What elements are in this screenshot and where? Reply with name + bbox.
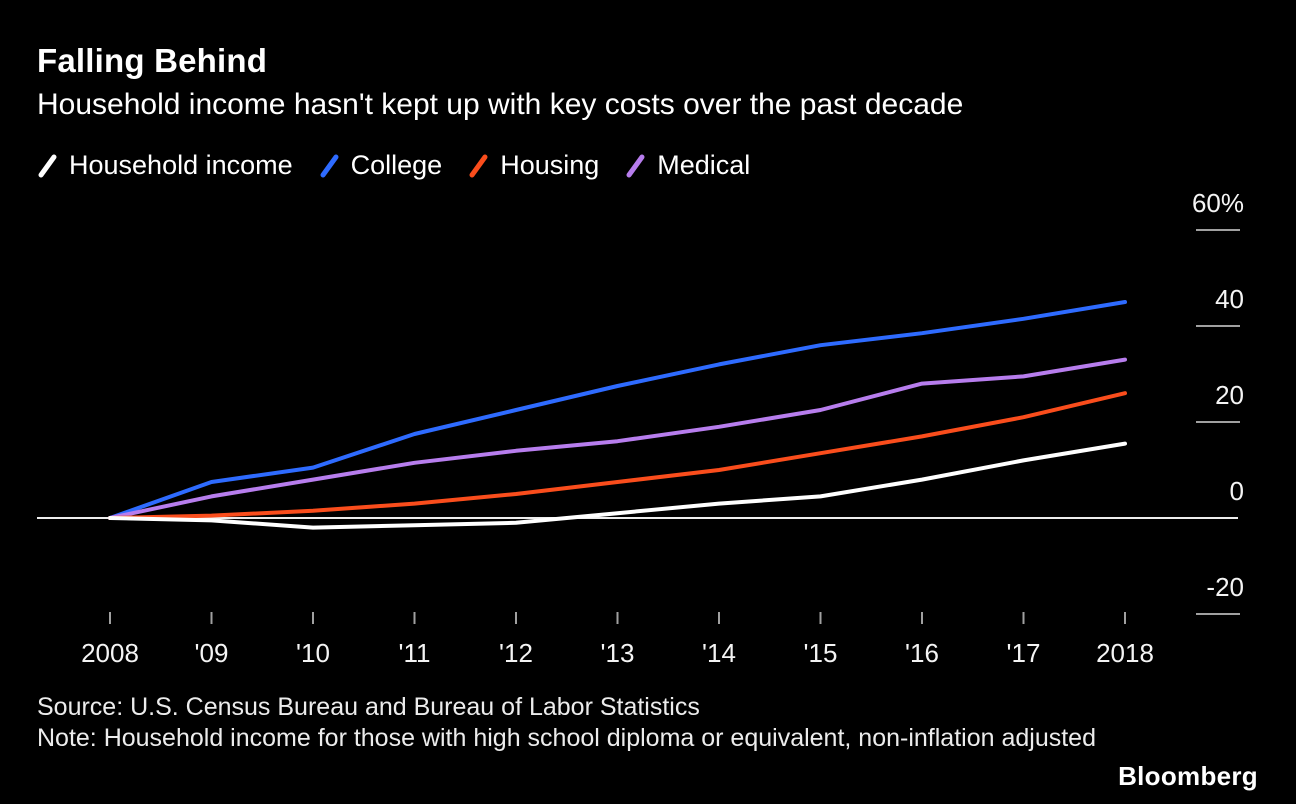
series-line-college <box>108 300 1127 520</box>
x-axis-label--12: '12 <box>499 638 533 668</box>
methodology-note: Note: Household income for those with hi… <box>37 724 1096 752</box>
y-axis-label--20: -20 <box>1206 572 1244 602</box>
legend-item-medical: Medical <box>625 150 750 181</box>
legend-slash-icon-medical <box>626 154 645 177</box>
x-axis-label--16: '16 <box>905 638 939 668</box>
chart-title: Falling Behind <box>37 42 268 79</box>
y-axis-label-60: 60% <box>1191 188 1244 218</box>
x-axis-label--15: '15 <box>803 638 838 668</box>
x-axis-label-2018: 2018 <box>1096 638 1154 668</box>
series-line-housing <box>108 391 1127 520</box>
legend-slash-icon-college <box>320 154 339 177</box>
legend-label-college: College <box>350 150 443 180</box>
y-axis-label-0: 0 <box>1229 476 1244 506</box>
legend-item-housing: Housing <box>468 150 599 181</box>
legend-label-medical: Medical <box>657 150 751 180</box>
x-axis-label--14: '14 <box>702 638 736 668</box>
y-axis-label-20: 20 <box>1215 380 1244 410</box>
x-axis-label--11: '11 <box>398 638 431 668</box>
legend: Household income College Housing Medical <box>37 150 750 181</box>
x-axis-label--13: '13 <box>600 638 635 668</box>
chart-subtitle: Household income hasn't kept up with key… <box>37 88 964 121</box>
legend-label-housing: Housing <box>500 150 600 180</box>
footer: Source: U.S. Census Bureau and Bureau of… <box>37 692 1097 754</box>
series-line-household-income <box>108 441 1127 530</box>
y-axis-label-40: 40 <box>1215 284 1244 314</box>
x-axis-label--17: '17 <box>1006 638 1041 668</box>
source-note: Source: U.S. Census Bureau and Bureau of… <box>37 693 700 721</box>
x-axis-label-2008: 2008 <box>81 638 139 668</box>
bloomberg-logo: Bloomberg <box>1118 761 1258 791</box>
legend-slash-icon-household-income <box>38 154 57 177</box>
legend-item-college: College <box>319 150 443 181</box>
legend-label-household-income: Household income <box>69 150 293 180</box>
legend-slash-icon-housing <box>469 154 488 177</box>
series-line-medical <box>108 357 1127 520</box>
legend-item-household-income: Household income <box>37 150 293 181</box>
x-axis-label--09: '09 <box>194 638 229 668</box>
x-axis-label--10: '10 <box>296 638 330 668</box>
